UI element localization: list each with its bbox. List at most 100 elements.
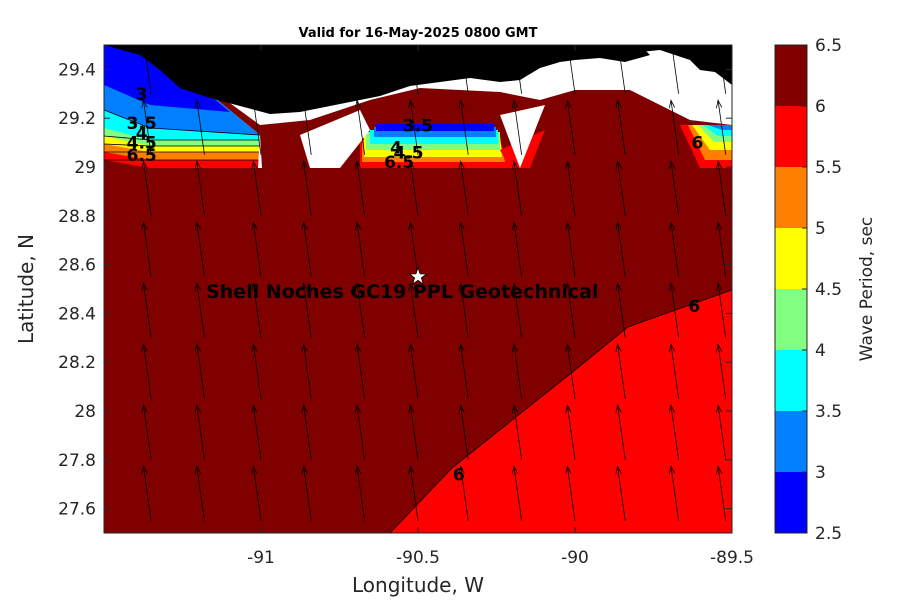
wave-arrow <box>252 222 262 277</box>
wave-arrow-head <box>565 282 572 292</box>
wave-arrow-head <box>716 160 723 170</box>
wave-arrow <box>252 161 262 216</box>
wave-arrow <box>460 45 469 94</box>
wave-arrow <box>409 344 419 399</box>
wave-arrow <box>617 405 626 460</box>
contour-label: 6.5 <box>384 153 414 173</box>
wave-arrow-head <box>668 99 676 109</box>
wave-arrow-head <box>301 99 308 109</box>
site-label: Shell Noches GC19 PPL Geotechnical <box>206 281 598 303</box>
wave-arrow-head <box>408 221 415 231</box>
x-axis-ticks: -91 -90.5 -90 -89.5 <box>247 45 754 568</box>
wave-arrow <box>410 45 419 94</box>
wave-arrow <box>143 283 152 338</box>
wave-arrow <box>252 466 262 521</box>
wave-arrow-head <box>565 160 572 170</box>
wave-arrow <box>617 100 626 155</box>
wave-arrow <box>196 161 205 216</box>
wave-arrow-head <box>668 404 676 414</box>
wave-arrow <box>566 100 576 155</box>
wave-arrow-head <box>565 343 572 353</box>
wave-arrow <box>513 466 523 521</box>
contour-label: 3 <box>136 85 148 105</box>
wave-arrow <box>303 100 312 155</box>
wave-arrow <box>717 405 727 460</box>
wave-arrow <box>566 283 576 338</box>
y-tick-label: 28.8 <box>58 207 96 227</box>
site-star-marker <box>408 266 428 286</box>
wave-arrow <box>409 161 419 216</box>
wave-arrow-head <box>354 404 362 414</box>
colorbar-segment <box>775 350 807 411</box>
contour-label: 4.5 <box>394 143 424 163</box>
wave-arrow-head <box>194 343 201 353</box>
wave-arrow-head <box>408 465 415 475</box>
wave-arrow-head <box>458 404 465 414</box>
wave-arrow-head <box>251 99 258 109</box>
wave-arrow <box>717 466 727 521</box>
wave-arrow-head <box>458 343 465 353</box>
wave-arrow <box>460 100 469 155</box>
wave-arrow-head <box>354 465 362 475</box>
wave-arrow <box>670 344 680 399</box>
wave-arrow-head <box>251 465 258 475</box>
wave-arrow-head <box>716 99 723 109</box>
wave-arrow <box>252 344 262 399</box>
wave-arrow-head <box>301 160 308 170</box>
land-mass <box>104 45 732 114</box>
contour-label: 3.5 <box>403 117 433 137</box>
west-coastal-gradient <box>104 45 261 168</box>
wave-arrow <box>513 161 523 216</box>
region-5.5-6 <box>389 289 732 533</box>
wave-arrow-head <box>251 282 258 292</box>
wave-arrow <box>566 344 576 399</box>
wave-arrow-head <box>301 404 308 414</box>
wave-arrow <box>718 45 727 94</box>
wave-arrow <box>196 222 205 277</box>
contour-label: 6 <box>692 134 704 154</box>
wave-arrow-head <box>511 282 519 292</box>
wave-arrow-head <box>141 282 148 292</box>
colorbar-tick-label: 6.5 <box>815 36 842 56</box>
colorbar-segment <box>775 167 807 228</box>
wave-direction-arrows <box>141 45 727 521</box>
wave-arrow <box>409 466 419 521</box>
wave-arrow-head <box>458 465 465 475</box>
x-axis-label: Longitude, W <box>352 573 484 597</box>
wave-arrow <box>717 100 727 155</box>
wave-arrow-head <box>615 282 622 292</box>
wave-arrow <box>670 161 680 216</box>
wave-arrow <box>196 283 205 338</box>
wave-arrow <box>356 344 366 399</box>
contour-label: 4 <box>390 138 402 158</box>
contour-label: 6 <box>688 297 700 317</box>
wave-arrow-head <box>716 404 723 414</box>
wave-arrow <box>356 222 366 277</box>
wave-arrow <box>356 161 366 216</box>
wave-arrow <box>460 222 469 277</box>
wave-arrow <box>513 100 523 155</box>
wave-arrow <box>566 466 576 521</box>
wave-arrow-head <box>716 282 723 292</box>
wave-arrow <box>513 222 523 277</box>
colorbar-segment <box>775 411 807 472</box>
contour-label: 3.5 <box>127 114 157 134</box>
wave-arrow <box>514 45 523 94</box>
wave-arrow <box>253 45 262 94</box>
wave-arrow <box>196 405 205 460</box>
wave-arrow-head <box>458 282 465 292</box>
wave-arrow-head <box>511 160 519 170</box>
wave-arrow-head <box>251 221 258 231</box>
wave-arrow <box>143 405 152 460</box>
wave-arrow-head <box>354 99 362 109</box>
colorbar-segment <box>775 289 807 350</box>
y-tick-label: 28.2 <box>58 353 96 373</box>
wave-arrow-head <box>141 221 148 231</box>
y-tick-label: 28.6 <box>58 256 96 276</box>
wave-arrow-head <box>141 404 148 414</box>
wave-arrow <box>196 100 205 155</box>
wave-arrow <box>717 344 727 399</box>
wave-arrow-head <box>716 465 723 475</box>
